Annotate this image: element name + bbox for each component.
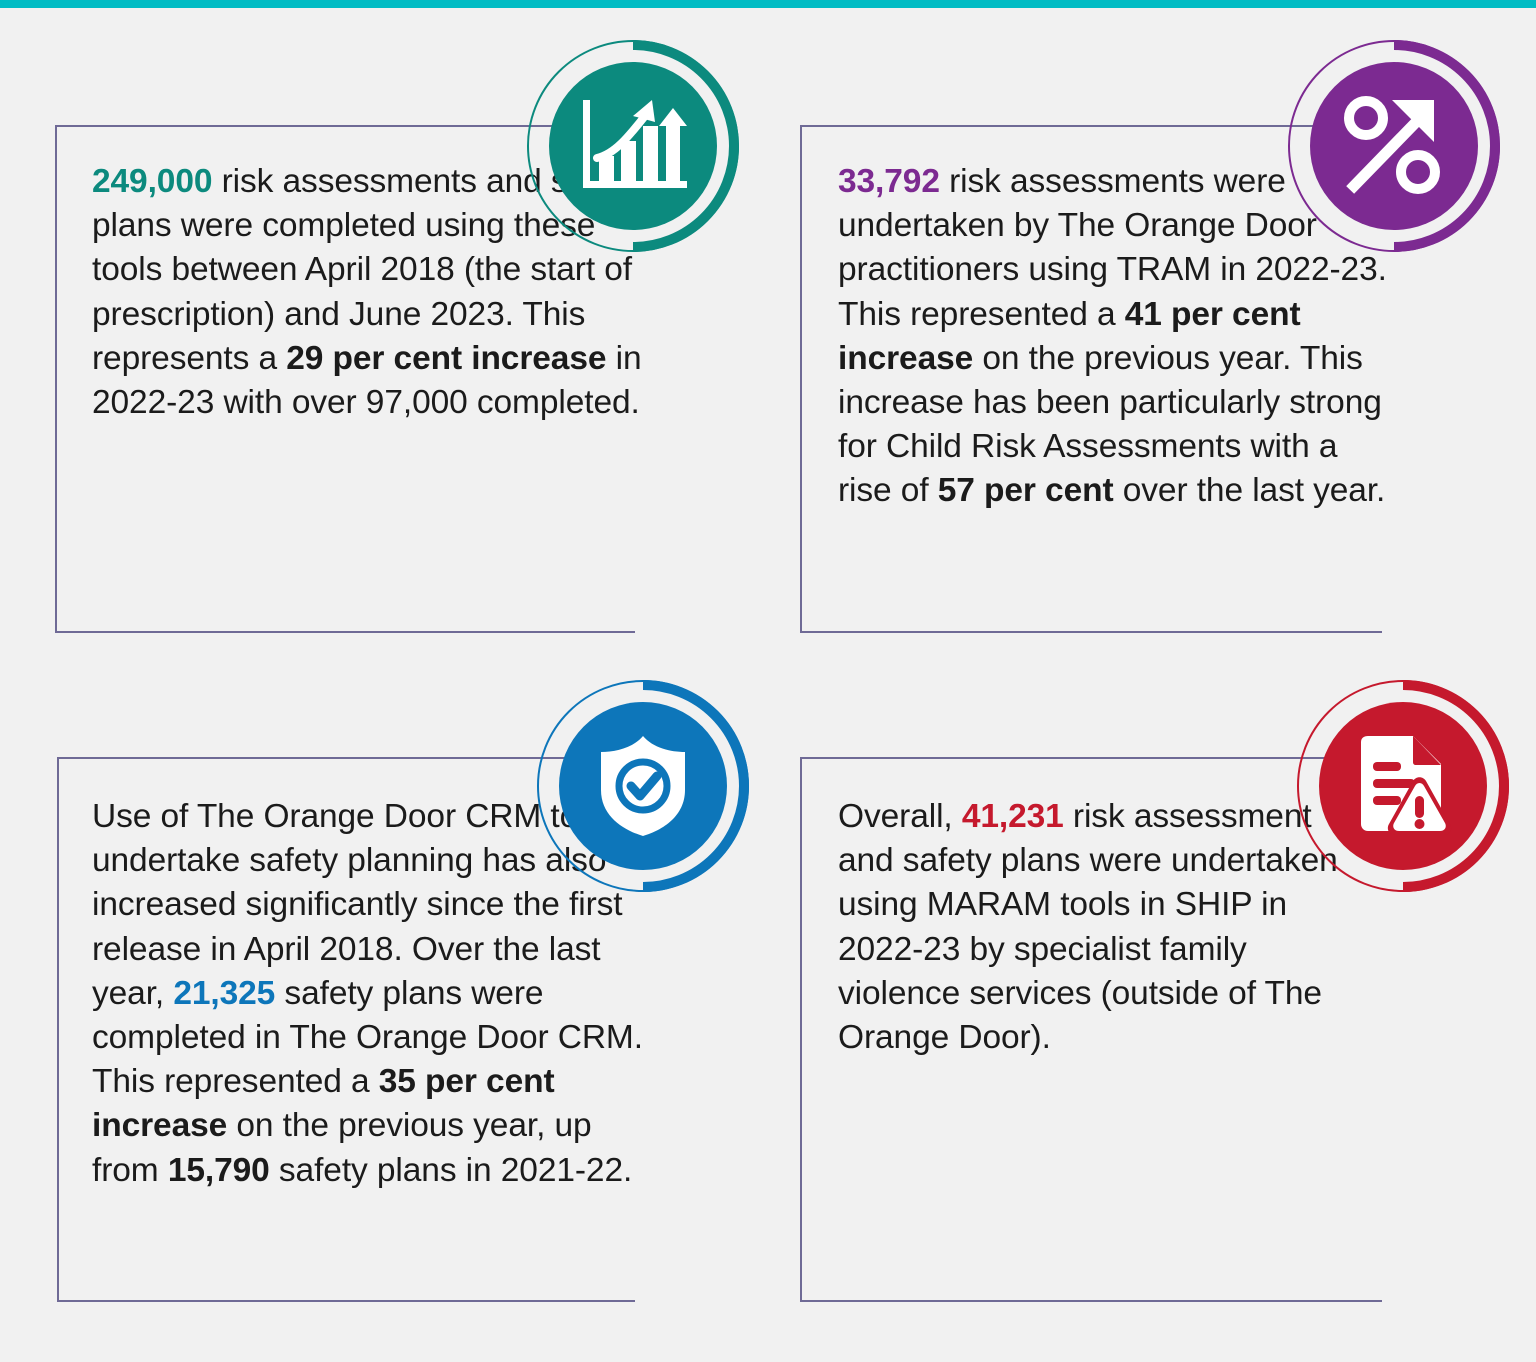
bar-chart-growth-icon [549, 62, 717, 230]
stat-card-text-risk-assessments-total: 249,000 risk assessments and safety plan… [92, 163, 642, 422]
stat-card-text-crm-safety-plans: Use of The Orange Door CRM to undertake … [92, 798, 643, 1189]
badge-ring-arc [632, 40, 739, 252]
badge-percent-arrow-up [1288, 40, 1500, 252]
stat-card-risk-assessments-total [55, 125, 635, 633]
badge-ring-arc [1402, 680, 1509, 892]
badge-ring-arc [642, 680, 749, 892]
top-accent-bar [0, 0, 1536, 8]
stat-card-text-maram-ship-tools: Overall, 41,231 risk assessment and safe… [838, 798, 1338, 1057]
stat-card-text-tram-risk-assessments: 33,792 risk assessments were undertaken … [838, 163, 1387, 510]
percent-arrow-up-icon [1310, 62, 1478, 230]
badge-ring-arc [1393, 40, 1500, 252]
document-alert-icon [1319, 702, 1487, 870]
stat-card-crm-safety-plans [57, 757, 635, 1302]
stat-card-maram-ship-tools [800, 757, 1382, 1302]
badge-bar-chart-growth [527, 40, 739, 252]
badge-shield-check [537, 680, 749, 892]
stat-card-tram-risk-assessments [800, 125, 1382, 633]
badge-document-alert [1297, 680, 1509, 892]
shield-check-icon [559, 702, 727, 870]
